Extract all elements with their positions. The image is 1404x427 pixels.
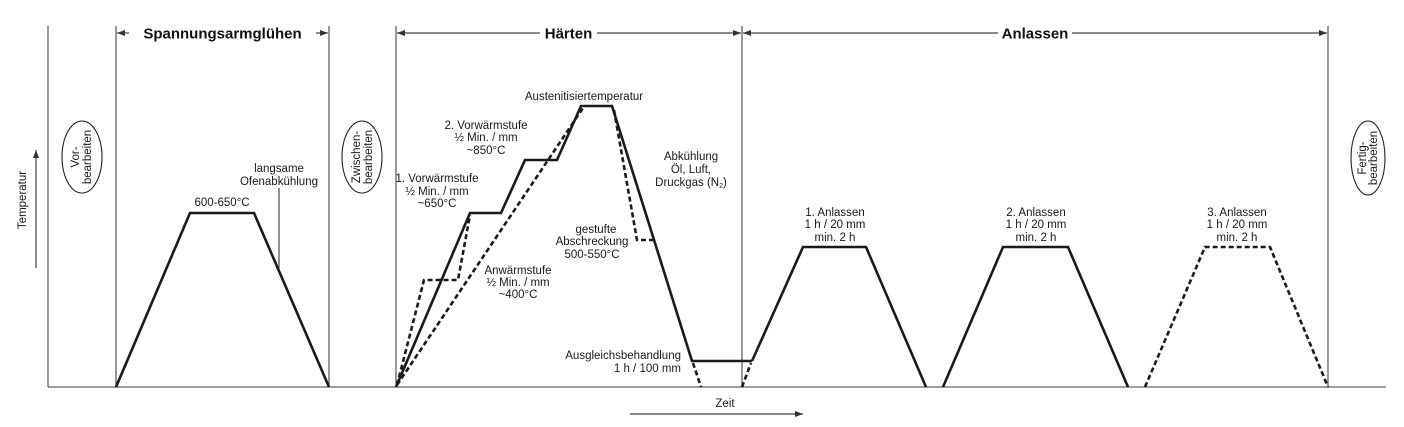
curve-anlassen-rise-dashed — [740, 362, 753, 388]
label-anwaerm-1: Anwärmstufe — [484, 265, 551, 277]
y-axis: Temperatur — [17, 150, 39, 268]
x-axis: Zeit — [630, 398, 803, 417]
curve-cooling-dashed — [691, 362, 703, 388]
phase-header-haerten: Härten — [397, 26, 741, 43]
label-langsame-2: Ofenabkühlung — [240, 176, 318, 188]
label-anlassen3-1: 3. Anlassen — [1207, 207, 1266, 219]
label-anlassen2-1: 2. Anlassen — [1006, 207, 1065, 219]
label-ausgleich-1: Ausgleichsbehandlung — [565, 350, 681, 362]
label-anlassen2-2: 1 h / 20 mm — [1006, 219, 1067, 231]
x-axis-label: Zeit — [715, 398, 735, 410]
label-spannungsarm-temp: 600-650°C — [194, 197, 249, 209]
label-vorwaerm1-3: ~650°C — [418, 198, 457, 210]
machining-step-fertig: Fertig- bearbeiten — [1350, 120, 1386, 196]
curve-haerten-main — [394, 104, 752, 388]
label-gestufte-1: gestufte — [576, 224, 617, 236]
label-vorwaerm1-2: ½ Min. / mm — [405, 186, 468, 198]
svg-text:bearbeiten: bearbeiten — [1368, 131, 1380, 185]
label-anlassen1-2: 1 h / 20 mm — [805, 219, 866, 231]
label-ausgleich-2: 1 h / 100 mm — [614, 363, 681, 375]
svg-text:Vor-: Vor- — [70, 146, 82, 167]
curve-anlassen-3 — [1143, 245, 1330, 388]
label-anlassen1-1: 1. Anlassen — [805, 207, 864, 219]
label-anlassen3-3: min. 2 h — [1217, 232, 1258, 244]
svg-text:bearbeiten: bearbeiten — [82, 130, 94, 184]
phase-label-anlassen: Anlassen — [1002, 26, 1069, 43]
label-vorwaerm1-1: 1. Vorwärmstufe — [395, 173, 478, 185]
label-abkuehlung-3: Druckgas (N2) — [655, 177, 727, 190]
label-austenitisier: Austenitisiertemperatur — [525, 91, 643, 103]
phase-label-spannungsarmgluehen: Spannungsarmglühen — [143, 26, 301, 43]
label-anwaerm-2: ½ Min. / mm — [486, 277, 549, 289]
svg-text:bearbeiten: bearbeiten — [363, 130, 375, 184]
label-vorwaerm2-1: 2. Vorwärmstufe — [444, 120, 527, 132]
label-anlassen3-2: 1 h / 20 mm — [1207, 219, 1268, 231]
svg-text:Fertig-: Fertig- — [1357, 141, 1369, 174]
label-anlassen2-3: min. 2 h — [1016, 232, 1057, 244]
label-anwaerm-3: ~400°C — [499, 289, 538, 301]
machining-step-vor: Vor- bearbeiten — [61, 120, 103, 194]
label-vorwaerm2-3: ~850°C — [467, 145, 506, 157]
y-axis-label: Temperatur — [17, 171, 29, 229]
label-gestufte-3: 500-550°C — [564, 249, 619, 261]
label-vorwaerm2-2: ½ Min. / mm — [454, 132, 517, 144]
phase-header-anlassen: Anlassen — [743, 26, 1327, 43]
section-dividers — [47, 26, 1329, 387]
curve-spannungsarmgluehen — [114, 211, 331, 388]
curve-anlassen-1 — [750, 245, 928, 388]
label-abkuehlung-2: Öl, Luft, — [671, 164, 711, 176]
curve-anlassen-2 — [941, 245, 1130, 388]
label-gestufte-2: Abschreckung — [556, 236, 629, 248]
label-anlassen1-3: min. 2 h — [815, 232, 856, 244]
label-langsame-1: langsame — [254, 163, 304, 175]
phase-header-spannungsarmgluehen: Spannungsarmglühen — [117, 26, 328, 43]
machining-step-zwischen: Zwischen- bearbeiten — [341, 120, 383, 194]
curve-gestufte-abschreckung-dashed — [612, 109, 654, 242]
label-abkuehlung-1: Abkühlung — [664, 151, 718, 163]
phase-label-haerten: Härten — [545, 26, 593, 43]
svg-text:Zwischen-: Zwischen- — [351, 131, 363, 184]
